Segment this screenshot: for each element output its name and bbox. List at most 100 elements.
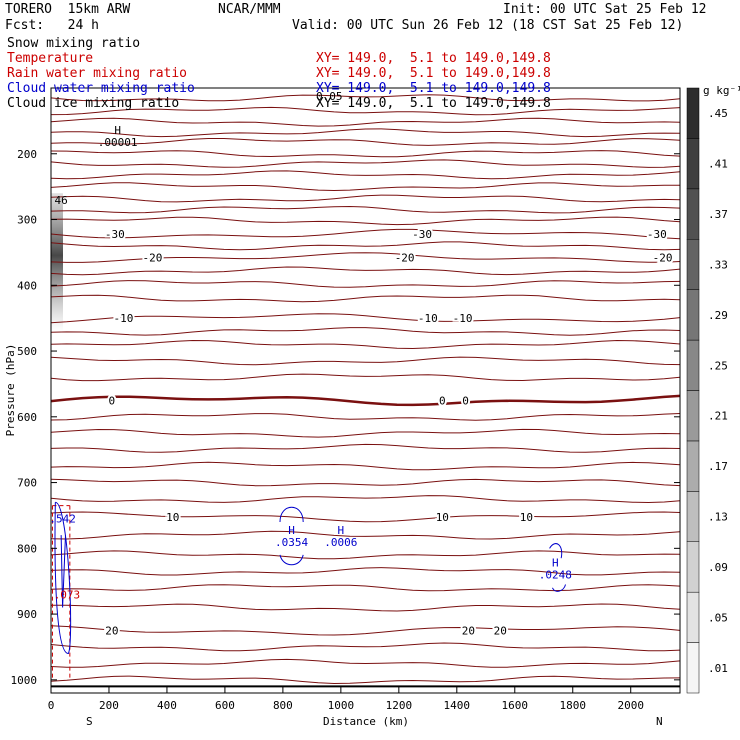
colorbar-tick-label: .29 — [708, 309, 728, 322]
valid-time: Valid: 00 UTC Sun 26 Feb 12 (18 CST Sat … — [292, 18, 684, 33]
temperature-isotherm — [50, 675, 681, 685]
cloud-water-contour — [552, 584, 566, 592]
y-tick-label: 600 — [17, 411, 37, 424]
temperature-isotherm — [50, 642, 681, 652]
temperature-isotherm — [50, 159, 681, 168]
temperature-isotherm — [50, 550, 681, 560]
cloud-water-marker: H — [288, 524, 295, 537]
colorbar-bin — [686, 188, 700, 240]
temperature-label: -10 — [453, 312, 473, 325]
temperature-isotherm — [50, 280, 681, 288]
x-end-right: N — [656, 715, 663, 728]
temperature-isotherm — [50, 530, 681, 540]
colorbar-tick-label: .17 — [708, 460, 728, 473]
field-cloud-water-name: Cloud water mixing ratio — [7, 81, 195, 96]
temperature-isotherm — [50, 443, 681, 453]
cloud-water-value: .542 — [49, 513, 76, 526]
colorbar-tick-label: .13 — [708, 511, 728, 524]
field-temperature-xy: XY= 149.0, 5.1 to 149.0,149.8 — [316, 51, 551, 66]
x-tick-label: 1200 — [386, 699, 413, 712]
temperature-isotherm — [50, 117, 681, 127]
cloud-water-value: .0354 — [275, 536, 308, 549]
cloud-water-value: .0006 — [324, 536, 357, 549]
temperature-isotherm — [50, 182, 681, 192]
colorbar-tick-label: .21 — [708, 410, 728, 423]
temperature-isotherm — [50, 658, 681, 668]
colorbar-bin — [686, 591, 700, 643]
temperature-label: -10 — [418, 312, 438, 325]
snow-marker: H — [114, 124, 121, 137]
cloud-water-contour — [549, 543, 563, 559]
colorbar-tick-label: .41 — [708, 158, 728, 171]
x-tick-label: 1000 — [328, 699, 355, 712]
temperature-isotherm — [50, 241, 681, 251]
colorbar-tick-label: .37 — [708, 208, 728, 221]
x-tick-label: 0 — [48, 699, 55, 712]
colorbar-bin — [686, 390, 700, 442]
plot-frame — [50, 87, 681, 694]
snow-value: .00001 — [98, 136, 138, 149]
temperature-isotherm — [50, 327, 681, 336]
init-time: Init: 00 UTC Sat 25 Feb 12 — [503, 2, 707, 17]
temperature-contour-10 — [50, 511, 681, 523]
temperature-isotherm — [50, 194, 681, 203]
temperature-isotherm — [50, 356, 681, 366]
y-tick-label: 1000 — [11, 674, 38, 687]
temperature-isotherm — [50, 128, 681, 138]
cloud-water-marker: H — [338, 524, 345, 537]
temperature-contour--30 — [50, 228, 681, 240]
x-axis-title: Distance (km) — [323, 715, 409, 728]
temperature-isotherm — [50, 216, 681, 226]
colorbar-bin — [686, 239, 700, 290]
colorbar-bin — [686, 339, 700, 391]
y-tick-label: 400 — [17, 279, 37, 292]
org-label: NCAR/MMM — [218, 2, 281, 17]
y-tick-label: 800 — [17, 542, 37, 555]
temperature-label: 20 — [462, 625, 475, 638]
temperature-isotherm — [50, 339, 681, 350]
colorbar-unit: g kg⁻¹ — [703, 84, 740, 97]
temperature-label: -30 — [647, 228, 667, 241]
colorbar-tick-label: .05 — [708, 611, 728, 624]
temperature-isotherm — [50, 94, 681, 102]
field-cloud-ice-xy: XY= 149.0, 5.1 to 149.0,149.8 — [316, 96, 551, 111]
x-tick-label: 2000 — [617, 699, 644, 712]
colorbar-tick-label: .33 — [708, 258, 728, 271]
colorbar-bin — [686, 289, 700, 341]
temperature-isotherm — [50, 150, 681, 158]
temperature-contour--20 — [50, 252, 681, 263]
x-tick-label: 1800 — [560, 699, 587, 712]
field-cloud-ice-name: Cloud ice mixing ratio — [7, 96, 180, 111]
temperature-isotherm — [50, 138, 681, 146]
colorbar-bin — [686, 541, 700, 593]
y-tick-label: 500 — [17, 345, 37, 358]
x-tick-label: 800 — [273, 699, 293, 712]
colorbar-bin — [686, 138, 700, 190]
temperature-label: -30 — [105, 228, 125, 241]
x-tick-label: 200 — [99, 699, 119, 712]
x-tick-label: 600 — [215, 699, 235, 712]
temperature-isotherm — [50, 170, 681, 180]
temperature-isotherm — [50, 428, 681, 438]
temperature-isotherm — [50, 106, 681, 116]
temperature-isotherm — [50, 205, 681, 214]
temperature-label: 0 — [462, 394, 469, 407]
temperature-isotherm — [50, 478, 681, 487]
temperature-isotherm — [50, 413, 681, 421]
colorbar-tick-label: .25 — [708, 359, 728, 372]
cloud-water-marker: H — [552, 557, 559, 570]
temperature-contour-0 — [50, 394, 681, 407]
temperature-isotherm — [50, 567, 681, 576]
forecast-hour: Fcst: 24 h — [5, 18, 99, 33]
colorbar-bin — [686, 440, 700, 492]
temperature-label: -20 — [395, 252, 415, 265]
temperature-isotherm — [50, 461, 681, 471]
x-tick-label: 1400 — [444, 699, 471, 712]
temperature-contour--10 — [50, 313, 681, 324]
colorbar-bin — [686, 491, 700, 543]
x-tick-label: 1600 — [502, 699, 529, 712]
temperature-label: 10 — [166, 511, 179, 524]
field-rain-xy: XY= 149.0, 5.1 to 149.0,149.8 — [316, 66, 551, 81]
colorbar-bin — [686, 642, 700, 694]
